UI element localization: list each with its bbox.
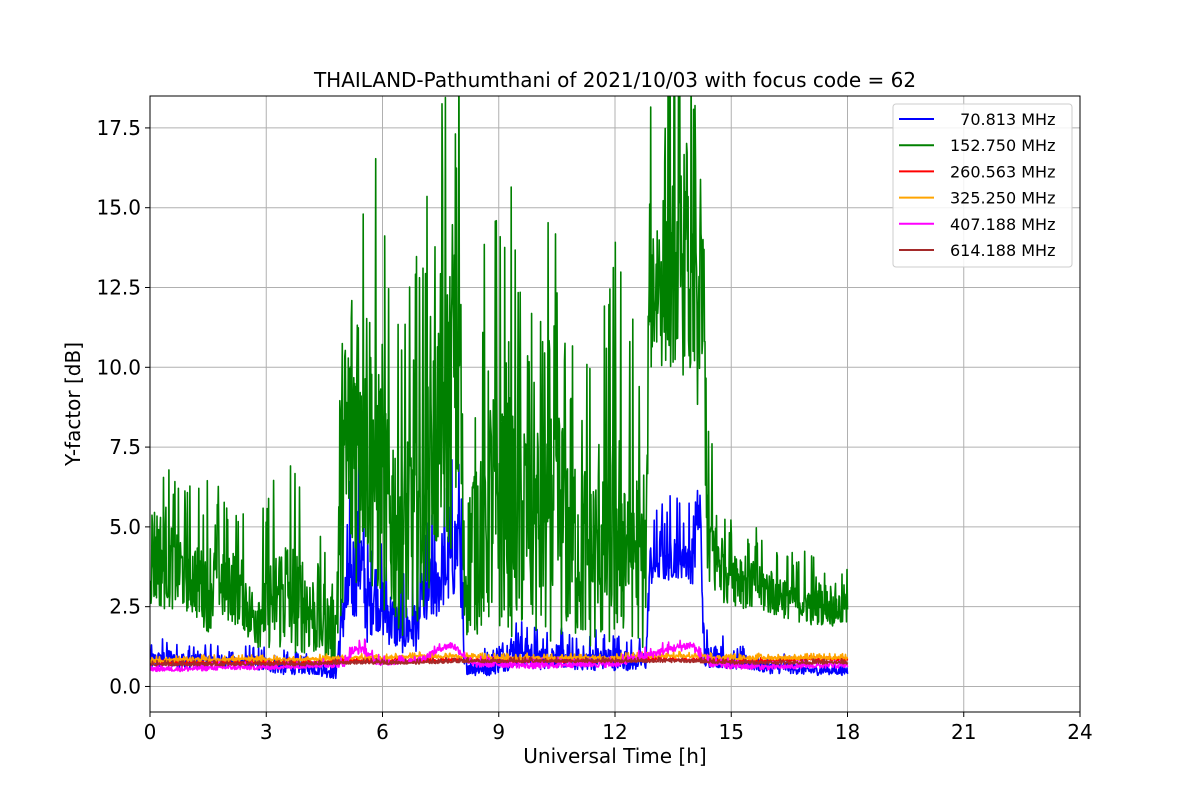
plot-area: 0 3 6 9 12 15 18 21 24 0.0 2.5 5.0 7.5 10.0 12.5 15.0 1…: [96, 95, 1093, 744]
y-tick-label: 15.0: [96, 196, 141, 220]
y-tick-label: 0.0: [109, 674, 141, 698]
x-tick-label: 9: [492, 720, 505, 744]
y-axis: 0.0 2.5 5.0 7.5 10.0 12.5 15.0 17.5: [96, 116, 150, 698]
series-line: [150, 656, 849, 667]
x-tick-label: 18: [835, 720, 860, 744]
x-tick-label: 21: [951, 720, 976, 744]
y-tick-label: 17.5: [96, 116, 141, 140]
legend-items: 70.813 MHz 152.750 MHz 260.563 MHz 325.250 …: [899, 110, 1055, 260]
y-tick-label: 7.5: [109, 435, 141, 459]
y-tick-label: 12.5: [96, 276, 141, 300]
series-line: [150, 638, 849, 673]
legend: 70.813 MHz 152.750 MHz 260.563 MHz 325.250 …: [892, 103, 1073, 268]
x-axis: 0 3 6 9 12 15 18 21 24: [144, 712, 1093, 744]
series-line: [150, 96, 849, 666]
legend-label: 325.250 MHz: [950, 189, 1055, 208]
legend-label: 614.188 MHz: [950, 241, 1055, 260]
series-group: [150, 656, 849, 667]
series-group: [150, 96, 849, 666]
x-tick-label: 12: [602, 720, 627, 744]
legend-label: 407.188 MHz: [950, 215, 1055, 234]
x-tick-label: 24: [1067, 720, 1092, 744]
x-tick-label: 6: [376, 720, 389, 744]
y-tick-label: 10.0: [96, 355, 141, 379]
series-group: [150, 650, 849, 664]
y-tick-label: 5.0: [109, 515, 141, 539]
y-axis-label: Y-factor [dB]: [61, 342, 85, 467]
legend-box: [892, 103, 1073, 268]
y-tick-label: 2.5: [109, 595, 141, 619]
x-tick-label: 3: [260, 720, 273, 744]
legend-label: 152.750 MHz: [950, 136, 1055, 155]
x-tick-label: 0: [144, 720, 157, 744]
x-axis-label: Universal Time [h]: [523, 744, 706, 768]
series-line: [150, 650, 849, 664]
series-group: [150, 638, 849, 673]
x-tick-label: 15: [719, 720, 744, 744]
legend-label: 260.563 MHz: [950, 162, 1055, 181]
series-layer: [150, 96, 849, 680]
legend-label: 70.813 MHz: [950, 110, 1055, 129]
chart-title: THAILAND-Pathumthani of 2021/10/03 with …: [313, 68, 916, 92]
